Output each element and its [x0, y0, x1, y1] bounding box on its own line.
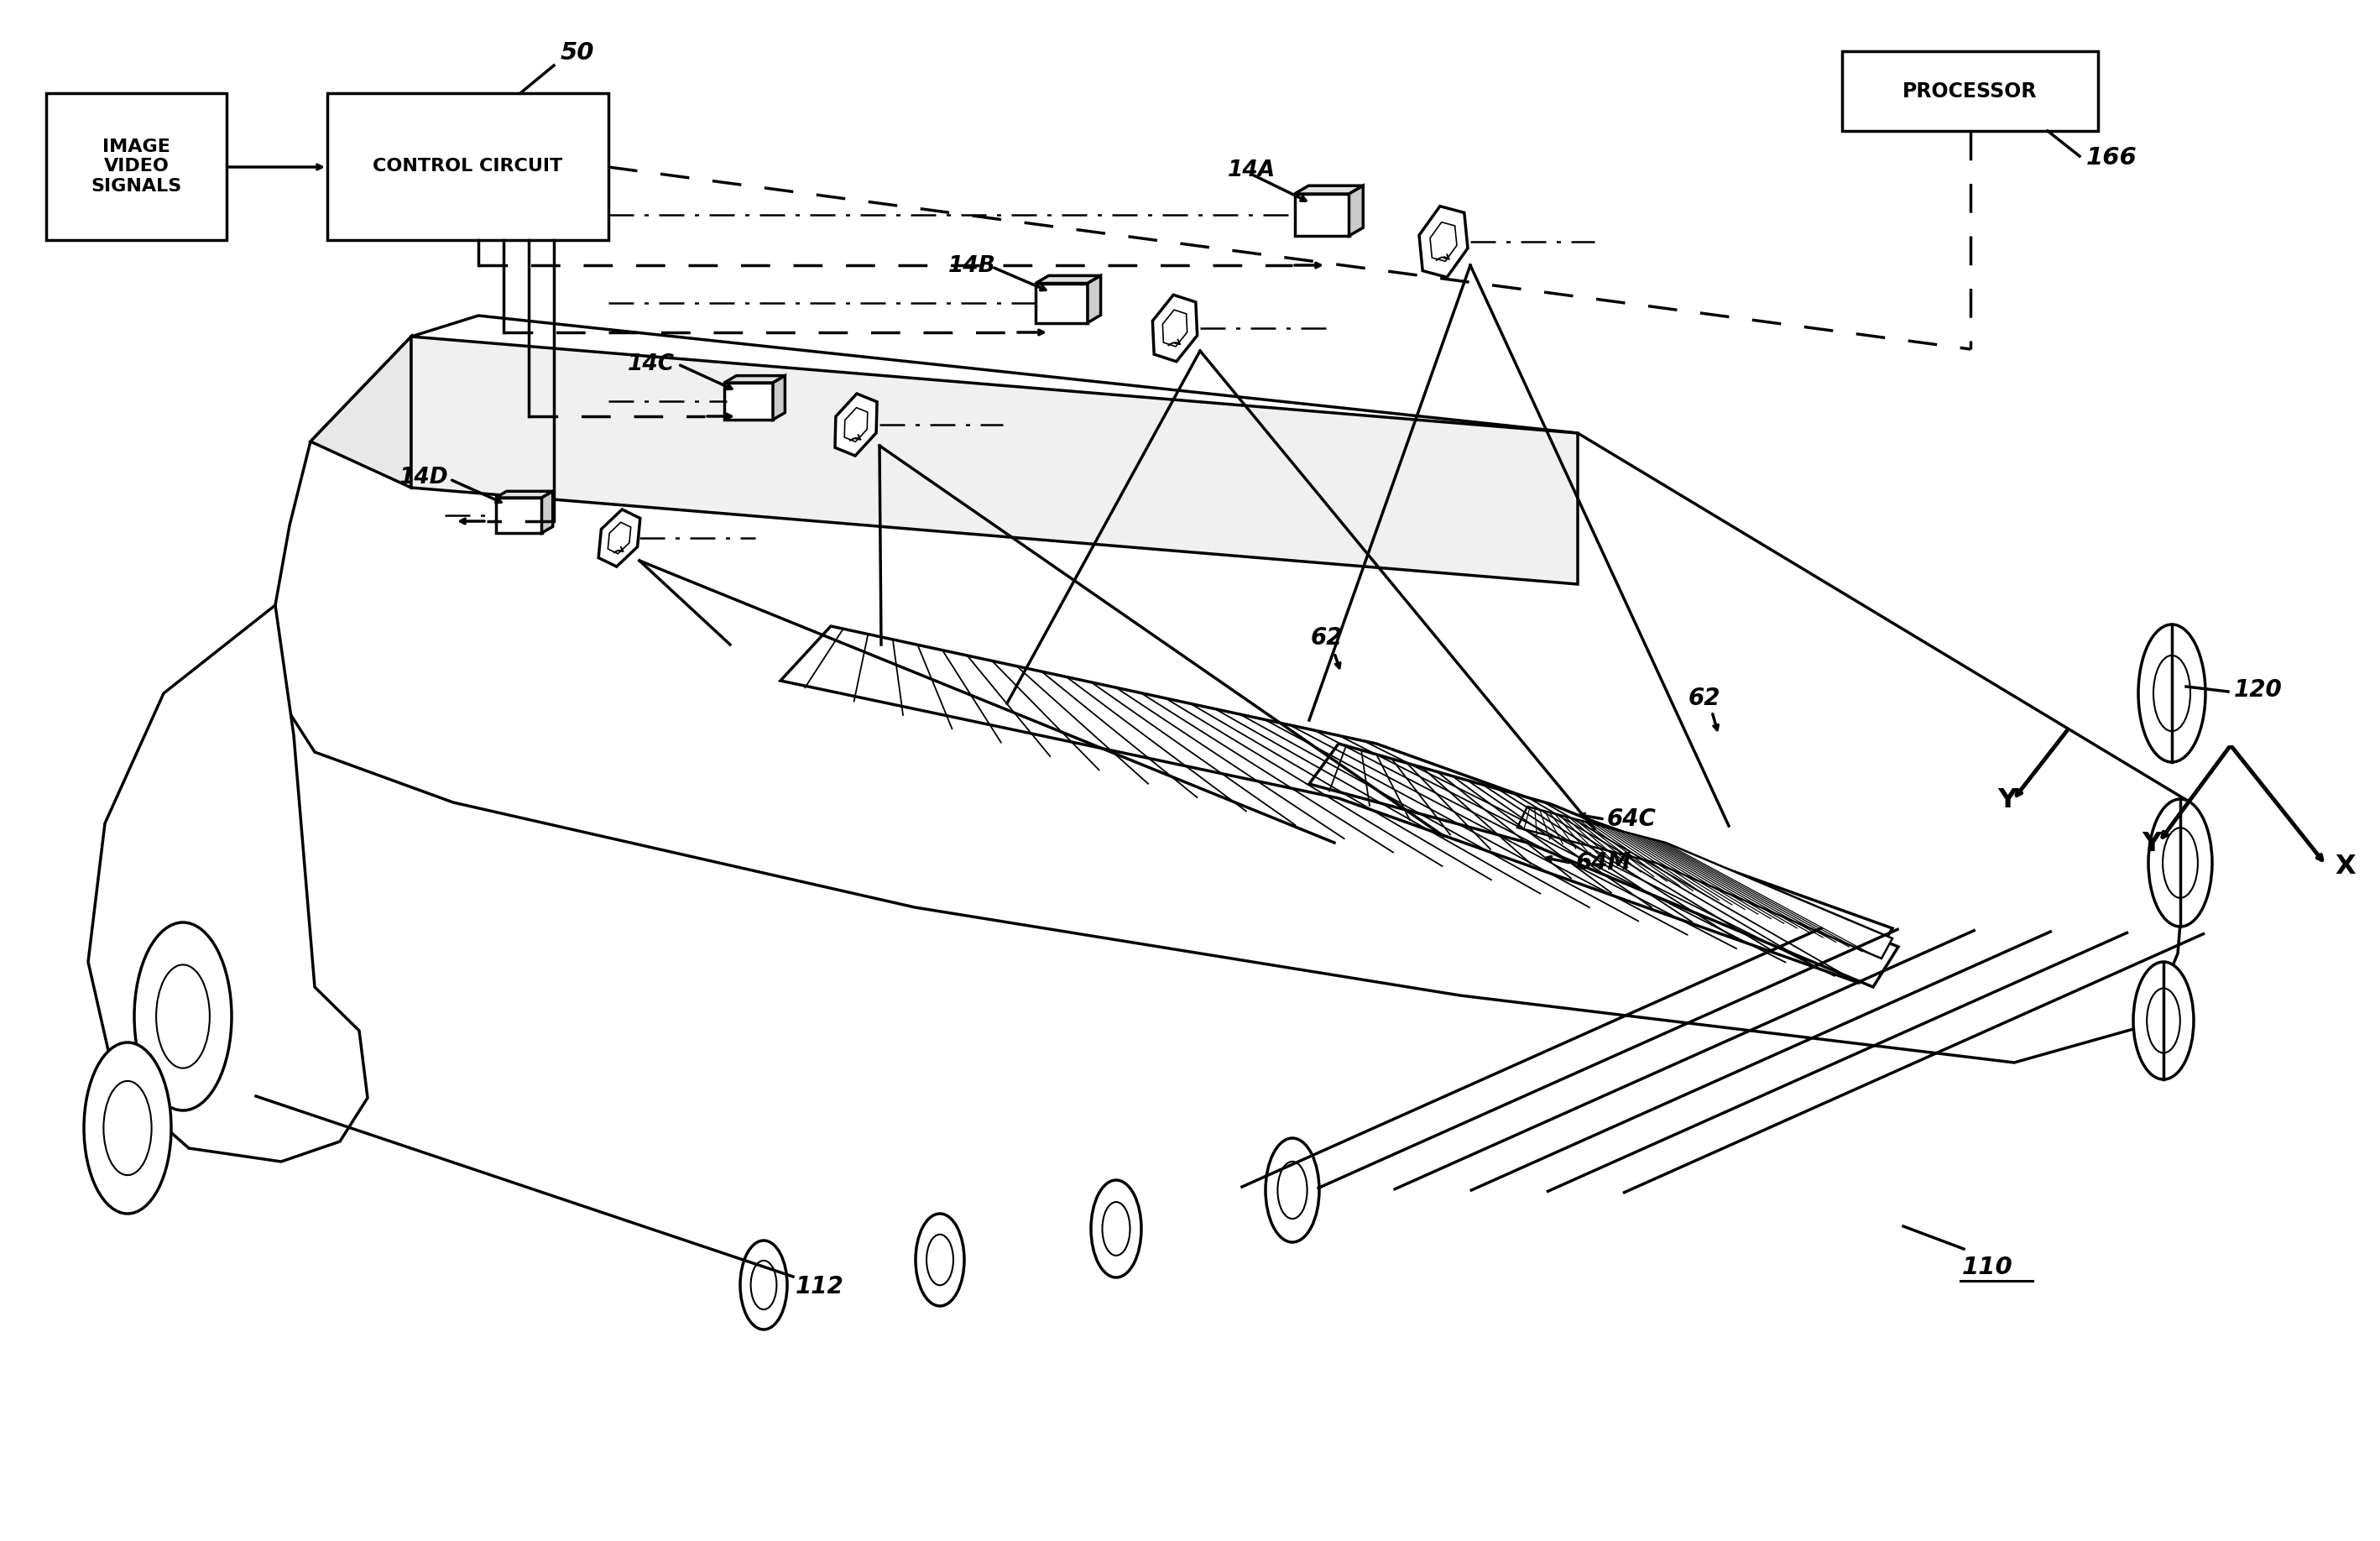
- Polygon shape: [1518, 806, 1892, 959]
- Text: 112: 112: [795, 1274, 845, 1299]
- Polygon shape: [724, 376, 785, 382]
- FancyBboxPatch shape: [1842, 51, 2099, 131]
- Polygon shape: [1152, 294, 1197, 362]
- Text: CONTROL CIRCUIT: CONTROL CIRCUIT: [374, 159, 562, 176]
- Text: 64M: 64M: [1576, 851, 1633, 875]
- Polygon shape: [1349, 185, 1364, 236]
- Text: 14D: 14D: [400, 467, 450, 488]
- Text: 50: 50: [562, 42, 595, 65]
- Polygon shape: [835, 393, 876, 456]
- Text: 110: 110: [1961, 1256, 2013, 1279]
- Ellipse shape: [2149, 800, 2211, 926]
- Text: Y: Y: [2142, 831, 2161, 857]
- Polygon shape: [1418, 206, 1468, 277]
- Polygon shape: [543, 492, 552, 533]
- Polygon shape: [1035, 284, 1088, 322]
- Ellipse shape: [2147, 988, 2180, 1053]
- FancyBboxPatch shape: [45, 92, 226, 240]
- Text: X: X: [2335, 854, 2356, 880]
- Ellipse shape: [740, 1241, 788, 1330]
- Polygon shape: [1035, 276, 1100, 284]
- Ellipse shape: [1090, 1180, 1142, 1277]
- Polygon shape: [309, 336, 412, 487]
- Polygon shape: [1295, 194, 1349, 236]
- Ellipse shape: [2154, 655, 2190, 730]
- Text: 14C: 14C: [628, 353, 676, 374]
- FancyBboxPatch shape: [328, 92, 609, 240]
- Polygon shape: [597, 510, 640, 567]
- Ellipse shape: [916, 1214, 964, 1305]
- Ellipse shape: [2137, 624, 2206, 763]
- Polygon shape: [495, 498, 543, 533]
- Ellipse shape: [133, 923, 231, 1111]
- Polygon shape: [495, 492, 552, 498]
- Ellipse shape: [750, 1261, 776, 1310]
- Ellipse shape: [926, 1234, 954, 1285]
- Polygon shape: [276, 316, 2190, 1063]
- Text: 166: 166: [2087, 146, 2137, 170]
- Ellipse shape: [105, 1080, 152, 1176]
- Polygon shape: [1088, 276, 1100, 322]
- Text: 64C: 64C: [1607, 807, 1656, 831]
- Polygon shape: [412, 336, 1578, 584]
- Text: Y: Y: [1997, 787, 2016, 814]
- Polygon shape: [781, 626, 1892, 983]
- Polygon shape: [1295, 185, 1364, 194]
- Polygon shape: [724, 382, 774, 419]
- Polygon shape: [774, 376, 785, 419]
- Ellipse shape: [83, 1042, 171, 1214]
- Text: IMAGE
VIDEO
SIGNALS: IMAGE VIDEO SIGNALS: [90, 139, 181, 194]
- Text: 120: 120: [2235, 678, 2282, 701]
- Ellipse shape: [2132, 962, 2194, 1079]
- Text: 62: 62: [1311, 626, 1342, 650]
- Text: 62: 62: [1687, 687, 1721, 710]
- Ellipse shape: [1278, 1162, 1307, 1219]
- Ellipse shape: [1102, 1202, 1130, 1256]
- Ellipse shape: [2163, 828, 2197, 898]
- Ellipse shape: [157, 965, 209, 1068]
- Polygon shape: [1309, 744, 1899, 988]
- Text: 14A: 14A: [1228, 159, 1276, 182]
- Polygon shape: [88, 606, 367, 1162]
- Text: 14B: 14B: [947, 256, 997, 277]
- Ellipse shape: [1266, 1139, 1319, 1242]
- Text: PROCESSOR: PROCESSOR: [1902, 82, 2037, 102]
